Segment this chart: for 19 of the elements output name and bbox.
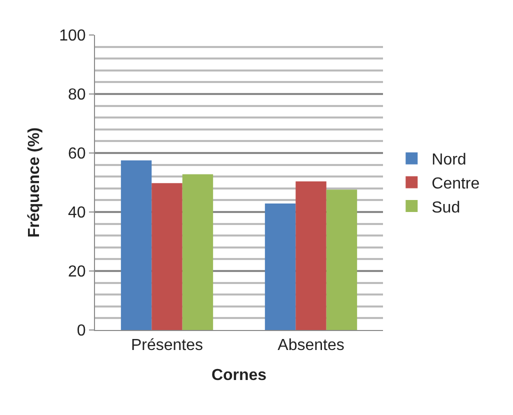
legend-label: Sud: [432, 199, 460, 216]
bar: [182, 174, 214, 330]
y-tick-label: 20: [68, 264, 86, 281]
legend-label: Centre: [432, 175, 480, 192]
y-tick-label: 0: [76, 322, 86, 340]
bar: [264, 203, 296, 330]
y-tick-label: 100: [59, 28, 86, 45]
y-tick-label: 40: [68, 204, 86, 222]
y-tick-label: 80: [68, 86, 86, 104]
x-tick-label: Présentes: [130, 337, 204, 354]
legend-label: Nord: [432, 152, 466, 169]
bar: [326, 190, 358, 330]
y-axis-title: Fréquence (%): [26, 127, 43, 238]
bar: [152, 183, 182, 330]
bar: [120, 160, 152, 330]
x-tick-label: Absentes: [278, 337, 344, 354]
bar: [296, 181, 326, 330]
x-axis-title: Cornes: [211, 366, 267, 384]
y-tick-label: 60: [68, 146, 86, 163]
